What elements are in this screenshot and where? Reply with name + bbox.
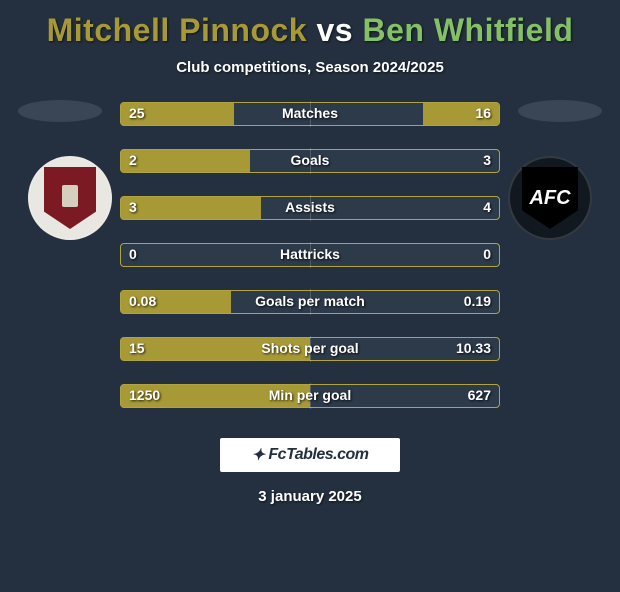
brand-logo-icon: ✦ [251, 445, 264, 465]
mid-divider [310, 242, 311, 268]
bar-left [121, 150, 250, 172]
mid-divider [310, 383, 311, 409]
stat-rows: 2516Matches23Goals34Assists00Hattricks0.… [120, 98, 500, 408]
mid-divider [310, 289, 311, 315]
stat-value-left: 2 [129, 152, 137, 168]
comparison-title: Mitchell Pinnock vs Ben Whitfield [0, 12, 620, 49]
stat-row: 1510.33Shots per goal [120, 337, 500, 361]
stat-value-left: 15 [129, 340, 145, 356]
crest-left-icon [44, 167, 96, 229]
stat-value-left: 0 [129, 246, 137, 262]
club-badge-right: AFC [508, 156, 592, 240]
stat-value-right: 10.33 [456, 340, 491, 356]
stat-value-left: 1250 [129, 387, 160, 403]
stat-value-left: 0.08 [129, 293, 156, 309]
vs-label: vs [316, 12, 353, 48]
mid-divider [310, 101, 311, 127]
stat-row: 1250627Min per goal [120, 384, 500, 408]
date-label: 3 january 2025 [0, 488, 620, 505]
player2-name: Ben Whitfield [362, 12, 573, 48]
stat-value-right: 0.19 [464, 293, 491, 309]
mid-divider [310, 148, 311, 174]
bar-left [121, 197, 261, 219]
brand-text: FcTables.com [268, 446, 368, 464]
shadow-ellipse-left [18, 100, 102, 122]
stat-row: 2516Matches [120, 102, 500, 126]
stat-value-right: 4 [483, 199, 491, 215]
crest-right-icon: AFC [522, 167, 578, 229]
mid-divider [310, 336, 311, 362]
stat-row: 0.080.19Goals per match [120, 290, 500, 314]
shadow-ellipse-right [518, 100, 602, 122]
stat-value-right: 3 [483, 152, 491, 168]
stat-row: 23Goals [120, 149, 500, 173]
stat-value-right: 0 [483, 246, 491, 262]
stat-row: 34Assists [120, 196, 500, 220]
comparison-arena: AFC 2516Matches23Goals34Assists00Hattric… [0, 98, 620, 408]
club-badge-left [28, 156, 112, 240]
bar-left [121, 338, 310, 360]
stat-value-left: 25 [129, 105, 145, 121]
stat-value-left: 3 [129, 199, 137, 215]
stat-value-right: 16 [475, 105, 491, 121]
brand-logo: ✦ FcTables.com [220, 438, 400, 472]
mid-divider [310, 195, 311, 221]
player1-name: Mitchell Pinnock [47, 12, 307, 48]
subtitle: Club competitions, Season 2024/2025 [0, 59, 620, 76]
stat-row: 00Hattricks [120, 243, 500, 267]
stat-value-right: 627 [468, 387, 491, 403]
